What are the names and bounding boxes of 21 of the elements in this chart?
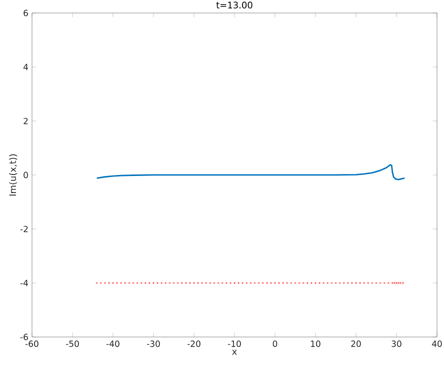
y-tick-label: 0 xyxy=(24,172,28,178)
y-tick-label: 4 xyxy=(23,64,28,70)
y-tick-label: -2 xyxy=(20,226,28,232)
x-tick-label: -30 xyxy=(146,340,160,347)
x-tick-label: -60 xyxy=(25,340,38,347)
x-tick-label: 30 xyxy=(392,340,402,347)
x-tick-label: 10 xyxy=(311,340,320,347)
y-tick-label: -4 xyxy=(20,280,28,286)
x-tick-label: 0 xyxy=(272,340,278,347)
x-tick-label: 40 xyxy=(432,340,442,347)
chart-title: t=13.00 xyxy=(216,2,252,8)
x-tick-label: 20 xyxy=(351,340,361,347)
x-axis-title: x xyxy=(232,350,237,355)
x-tick-label: -40 xyxy=(106,340,120,347)
x-tick-label: -10 xyxy=(228,340,241,347)
x-tick-label: -50 xyxy=(66,340,79,347)
y-tick-label: 2 xyxy=(24,118,28,124)
x-tick-label: -20 xyxy=(187,340,200,347)
y-tick-label: -6 xyxy=(20,334,28,340)
y-tick-label: 6 xyxy=(24,10,28,16)
y-axis-title: Im(u(x,t)) xyxy=(9,154,18,196)
